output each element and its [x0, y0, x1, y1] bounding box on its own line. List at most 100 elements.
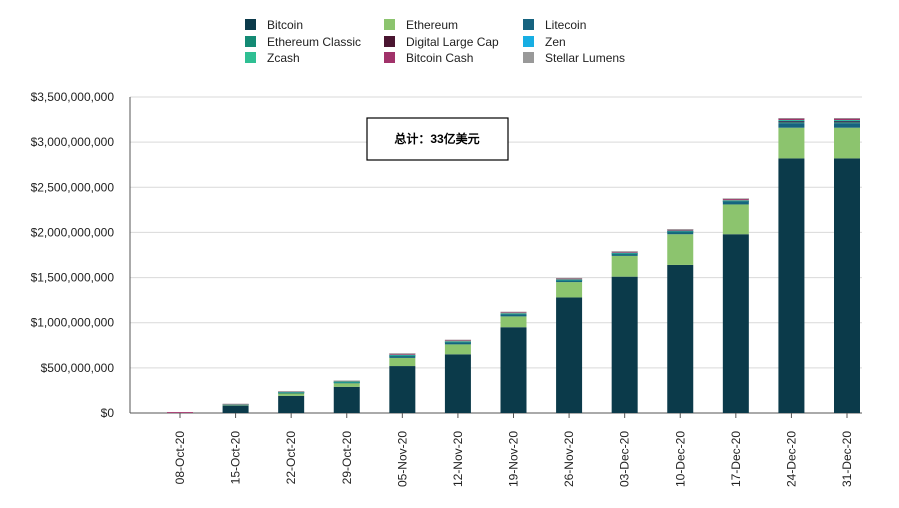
- bar-segment-litecoin: [500, 314, 527, 317]
- bar-segment-zcash: [834, 120, 860, 121]
- x-tick-label: 26-Nov-20: [562, 431, 576, 487]
- legend: Bitcoin Ethereum Litecoin Ethereum Classic D…: [245, 18, 625, 65]
- bar-segment-ethereum-classic: [389, 355, 416, 357]
- bar-segment-stellar-lumens: [834, 118, 860, 119]
- gridlines: [130, 96, 862, 414]
- y-tick-label: $2,500,000,000: [31, 180, 115, 194]
- bar-segment-bitcoin: [778, 158, 805, 413]
- bar-segment-ethereum: [333, 383, 360, 387]
- x-tick-label: 19-Nov-20: [507, 431, 521, 487]
- legend-item-ethereum-classic: Ethereum Classic: [245, 35, 361, 49]
- x-tick-label: 24-Dec-20: [784, 431, 798, 487]
- bar-segment-zcash: [667, 230, 694, 232]
- legend-label: Ethereum: [406, 18, 458, 32]
- legend-label: Bitcoin Cash: [406, 51, 473, 65]
- bar-segment-digital-large-cap: [834, 120, 860, 123]
- legend-item-zcash: Zcash: [245, 51, 300, 65]
- bar-segment-bitcoin: [667, 264, 694, 413]
- legend-swatch: [523, 36, 534, 47]
- bar-segment-ethereum-classic: [778, 122, 805, 124]
- bar-segment-bitcoin: [611, 276, 638, 413]
- legend-swatch: [384, 52, 395, 63]
- legend-label: Litecoin: [545, 18, 586, 32]
- annotation-text: 总计：33亿美元: [394, 131, 479, 146]
- bar-segment-bitcoin-cash: [722, 198, 749, 201]
- bar-segment-ethereum-classic: [722, 201, 749, 203]
- y-tick-label: $500,000,000: [41, 361, 115, 375]
- bar-segment-bitcoin: [556, 297, 583, 413]
- x-axis: 08-Oct-20 15-Oct-20 22-Oct-20 29-Oct-20 05-N…: [173, 413, 854, 487]
- bar-segment-ethereum-classic: [834, 122, 860, 124]
- bar-segment-stellar-lumens: [389, 353, 416, 355]
- bar-stack-05-nov-20: [389, 353, 416, 413]
- bar-segment-ethereum-classic: [611, 253, 638, 255]
- bar-segment-stellar-lumens: [222, 403, 249, 405]
- bar-segment-ethereum: [500, 316, 527, 328]
- bar-segment-bitcoin: [444, 354, 471, 413]
- legend-label: Bitcoin: [267, 18, 303, 32]
- y-tick-label: $2,000,000,000: [31, 225, 115, 239]
- bar-segment-bitcoin-cash: [167, 412, 193, 413]
- bar-segment-bitcoin: [278, 395, 305, 413]
- bar-stack-17-dec-20: [722, 198, 749, 413]
- bar-segment-ethereum: [389, 357, 416, 367]
- x-tick-label: 17-Dec-20: [729, 431, 743, 487]
- bar-stack-15-oct-20: [222, 403, 249, 413]
- bar-segment-stellar-lumens: [722, 198, 749, 200]
- bar-segment-stellar-lumens: [333, 380, 360, 382]
- bar-segment-stellar-lumens: [444, 339, 471, 341]
- bar-segment-bitcoin: [333, 386, 360, 413]
- bar-segment-bitcoin: [834, 158, 860, 413]
- bar-segment-stellar-lumens: [556, 277, 583, 279]
- legend-swatch: [245, 36, 256, 47]
- y-tick-label: $3,500,000,000: [31, 90, 115, 104]
- x-tick-label: 05-Nov-20: [395, 431, 409, 487]
- y-axis: $0 $500,000,000 $1,000,000,000 $1,500,000,0…: [31, 90, 131, 420]
- bar-stack-10-dec-20: [667, 229, 694, 413]
- y-tick-label: $3,000,000,000: [31, 135, 115, 149]
- legend-label: Ethereum Classic: [267, 35, 361, 49]
- legend-item-zen: Zen: [523, 35, 566, 49]
- legend-swatch: [245, 52, 256, 63]
- bar-stack-26-nov-20: [556, 277, 583, 413]
- bar-segment-ethereum-classic: [444, 342, 471, 343]
- bar-segment-zcash: [333, 381, 360, 383]
- bar-segment-stellar-lumens: [611, 251, 638, 253]
- bar-segment-stellar-lumens: [667, 229, 694, 230]
- bar-segment-bitcoin-cash: [778, 118, 805, 121]
- bar-segment-digital-large-cap: [778, 120, 805, 123]
- bar-segment-litecoin: [556, 280, 583, 283]
- y-tick-label: $0: [101, 406, 115, 420]
- legend-swatch: [245, 19, 256, 30]
- bar-segment-ethereum: [278, 393, 305, 396]
- bar-segment-bitcoin: [500, 327, 527, 413]
- bar-segment-ethereum: [444, 344, 471, 355]
- legend-label: Zen: [545, 35, 566, 49]
- legend-label: Digital Large Cap: [406, 35, 499, 49]
- bar-segment-litecoin: [722, 201, 749, 205]
- bar-segment-litecoin: [834, 123, 860, 128]
- x-tick-label: 10-Dec-20: [673, 431, 687, 487]
- bar-segment-ethereum: [778, 127, 805, 159]
- bar-segment-ethereum: [611, 255, 638, 277]
- bar-stack-31-dec-20: [834, 118, 860, 413]
- bar-segment-zcash: [778, 120, 805, 121]
- total-annotation: 总计：33亿美元: [366, 117, 509, 161]
- legend-swatch: [523, 19, 534, 30]
- legend-item-bitcoin-cash: Bitcoin Cash: [384, 51, 473, 65]
- bar-stack-22-oct-20: [278, 391, 305, 413]
- bar-segment-stellar-lumens: [778, 118, 805, 119]
- bar-segment-stellar-lumens: [500, 311, 527, 313]
- bar-segment-bitcoin: [222, 405, 249, 413]
- legend-item-ethereum: Ethereum: [384, 18, 458, 32]
- legend-item-bitcoin: Bitcoin: [245, 18, 303, 32]
- bar-stack-24-dec-20: [778, 118, 805, 413]
- x-tick-label: 29-Oct-20: [340, 431, 354, 485]
- bar-segment-zcash: [389, 354, 416, 356]
- y-tick-label: $1,500,000,000: [31, 271, 115, 285]
- bar-segment-ethereum-classic: [333, 382, 360, 384]
- bar-stack-29-oct-20: [333, 380, 360, 413]
- x-tick-label: 03-Dec-20: [618, 431, 632, 487]
- bar-segment-ethereum-classic: [667, 231, 694, 233]
